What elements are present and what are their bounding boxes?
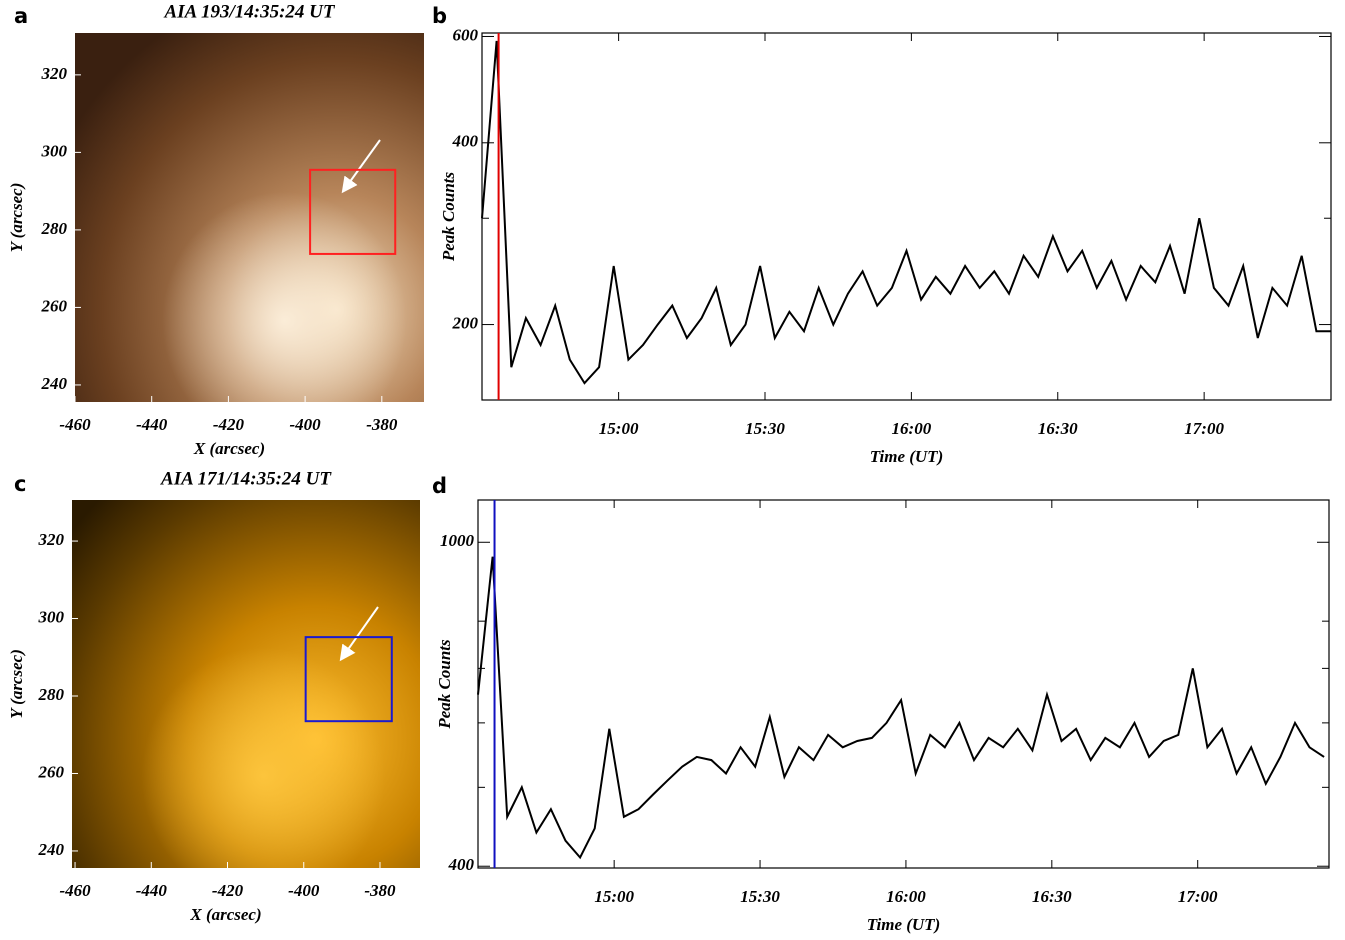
y-tick-label: 260: [38, 762, 65, 781]
panel-letter: a: [14, 4, 28, 28]
plot-frame: [481, 32, 1332, 401]
y-tick-label: 280: [38, 685, 65, 704]
panel-letter: c: [14, 472, 26, 496]
x-tick-label: -460: [59, 415, 91, 434]
plot-frame: [477, 499, 1330, 869]
x-axis-label: Time (UT): [870, 447, 943, 466]
x-tick-label: 16:30: [1032, 887, 1072, 906]
y-tick-label: 260: [41, 296, 68, 315]
x-tick-label: -380: [366, 415, 398, 434]
panel-title: AIA 193/14:35:24 UT: [164, 1, 336, 22]
y-tick-label: 200: [452, 313, 479, 332]
y-tick-label: 300: [41, 141, 68, 160]
panel-letter: b: [432, 4, 447, 28]
y-axis-label: Peak Counts: [439, 171, 458, 262]
x-tick-label: -420: [213, 415, 245, 434]
x-tick-label: 16:00: [886, 887, 926, 906]
x-tick-label: 17:00: [1178, 887, 1218, 906]
y-tick-label: 240: [38, 840, 65, 859]
arrow: [341, 139, 381, 194]
x-axis-label: X (arcsec): [189, 905, 261, 924]
x-tick-label: 15:30: [740, 887, 780, 906]
y-tick-label: 400: [452, 132, 479, 151]
panel-letter: d: [432, 474, 447, 498]
x-tick-label: -460: [59, 881, 91, 900]
x-tick-label: 15:30: [745, 419, 785, 438]
x-axis-label: Time (UT): [867, 915, 940, 934]
x-tick-label: -440: [136, 415, 168, 434]
arrow: [339, 606, 379, 662]
euv-loops-171: [72, 500, 420, 868]
x-tick-label: -380: [364, 881, 396, 900]
panel-title: AIA 171/14:35:24 UT: [160, 468, 332, 489]
y-axis-label: Y (arcsec): [7, 649, 26, 719]
y-tick-label: 300: [38, 607, 65, 626]
roi-box: [309, 168, 397, 255]
y-tick-label: 240: [41, 374, 68, 393]
y-axis-label: Peak Counts: [435, 639, 454, 730]
x-tick-label: -420: [212, 881, 244, 900]
y-tick-label: 600: [453, 25, 479, 44]
y-tick-label: 320: [38, 530, 65, 549]
x-tick-label: 16:30: [1038, 419, 1078, 438]
y-axis-label: Y (arcsec): [7, 183, 26, 253]
roi-box: [304, 636, 393, 723]
y-tick-label: 280: [41, 219, 68, 238]
x-tick-label: 16:00: [892, 419, 932, 438]
x-tick-label: -440: [136, 881, 168, 900]
y-tick-label: 400: [448, 855, 475, 874]
x-tick-label: 15:00: [599, 419, 639, 438]
x-tick-label: 15:00: [594, 887, 634, 906]
x-tick-label: -400: [288, 881, 320, 900]
x-tick-label: 17:00: [1184, 419, 1224, 438]
y-tick-label: 1000: [440, 531, 475, 550]
x-axis-label: X (arcsec): [193, 439, 265, 458]
peak-counts-line: [481, 40, 1331, 385]
euv-loops-193: [75, 33, 424, 402]
peak-counts-line: [477, 556, 1325, 860]
y-tick-label: 320: [41, 64, 68, 83]
x-tick-label: -400: [290, 415, 322, 434]
